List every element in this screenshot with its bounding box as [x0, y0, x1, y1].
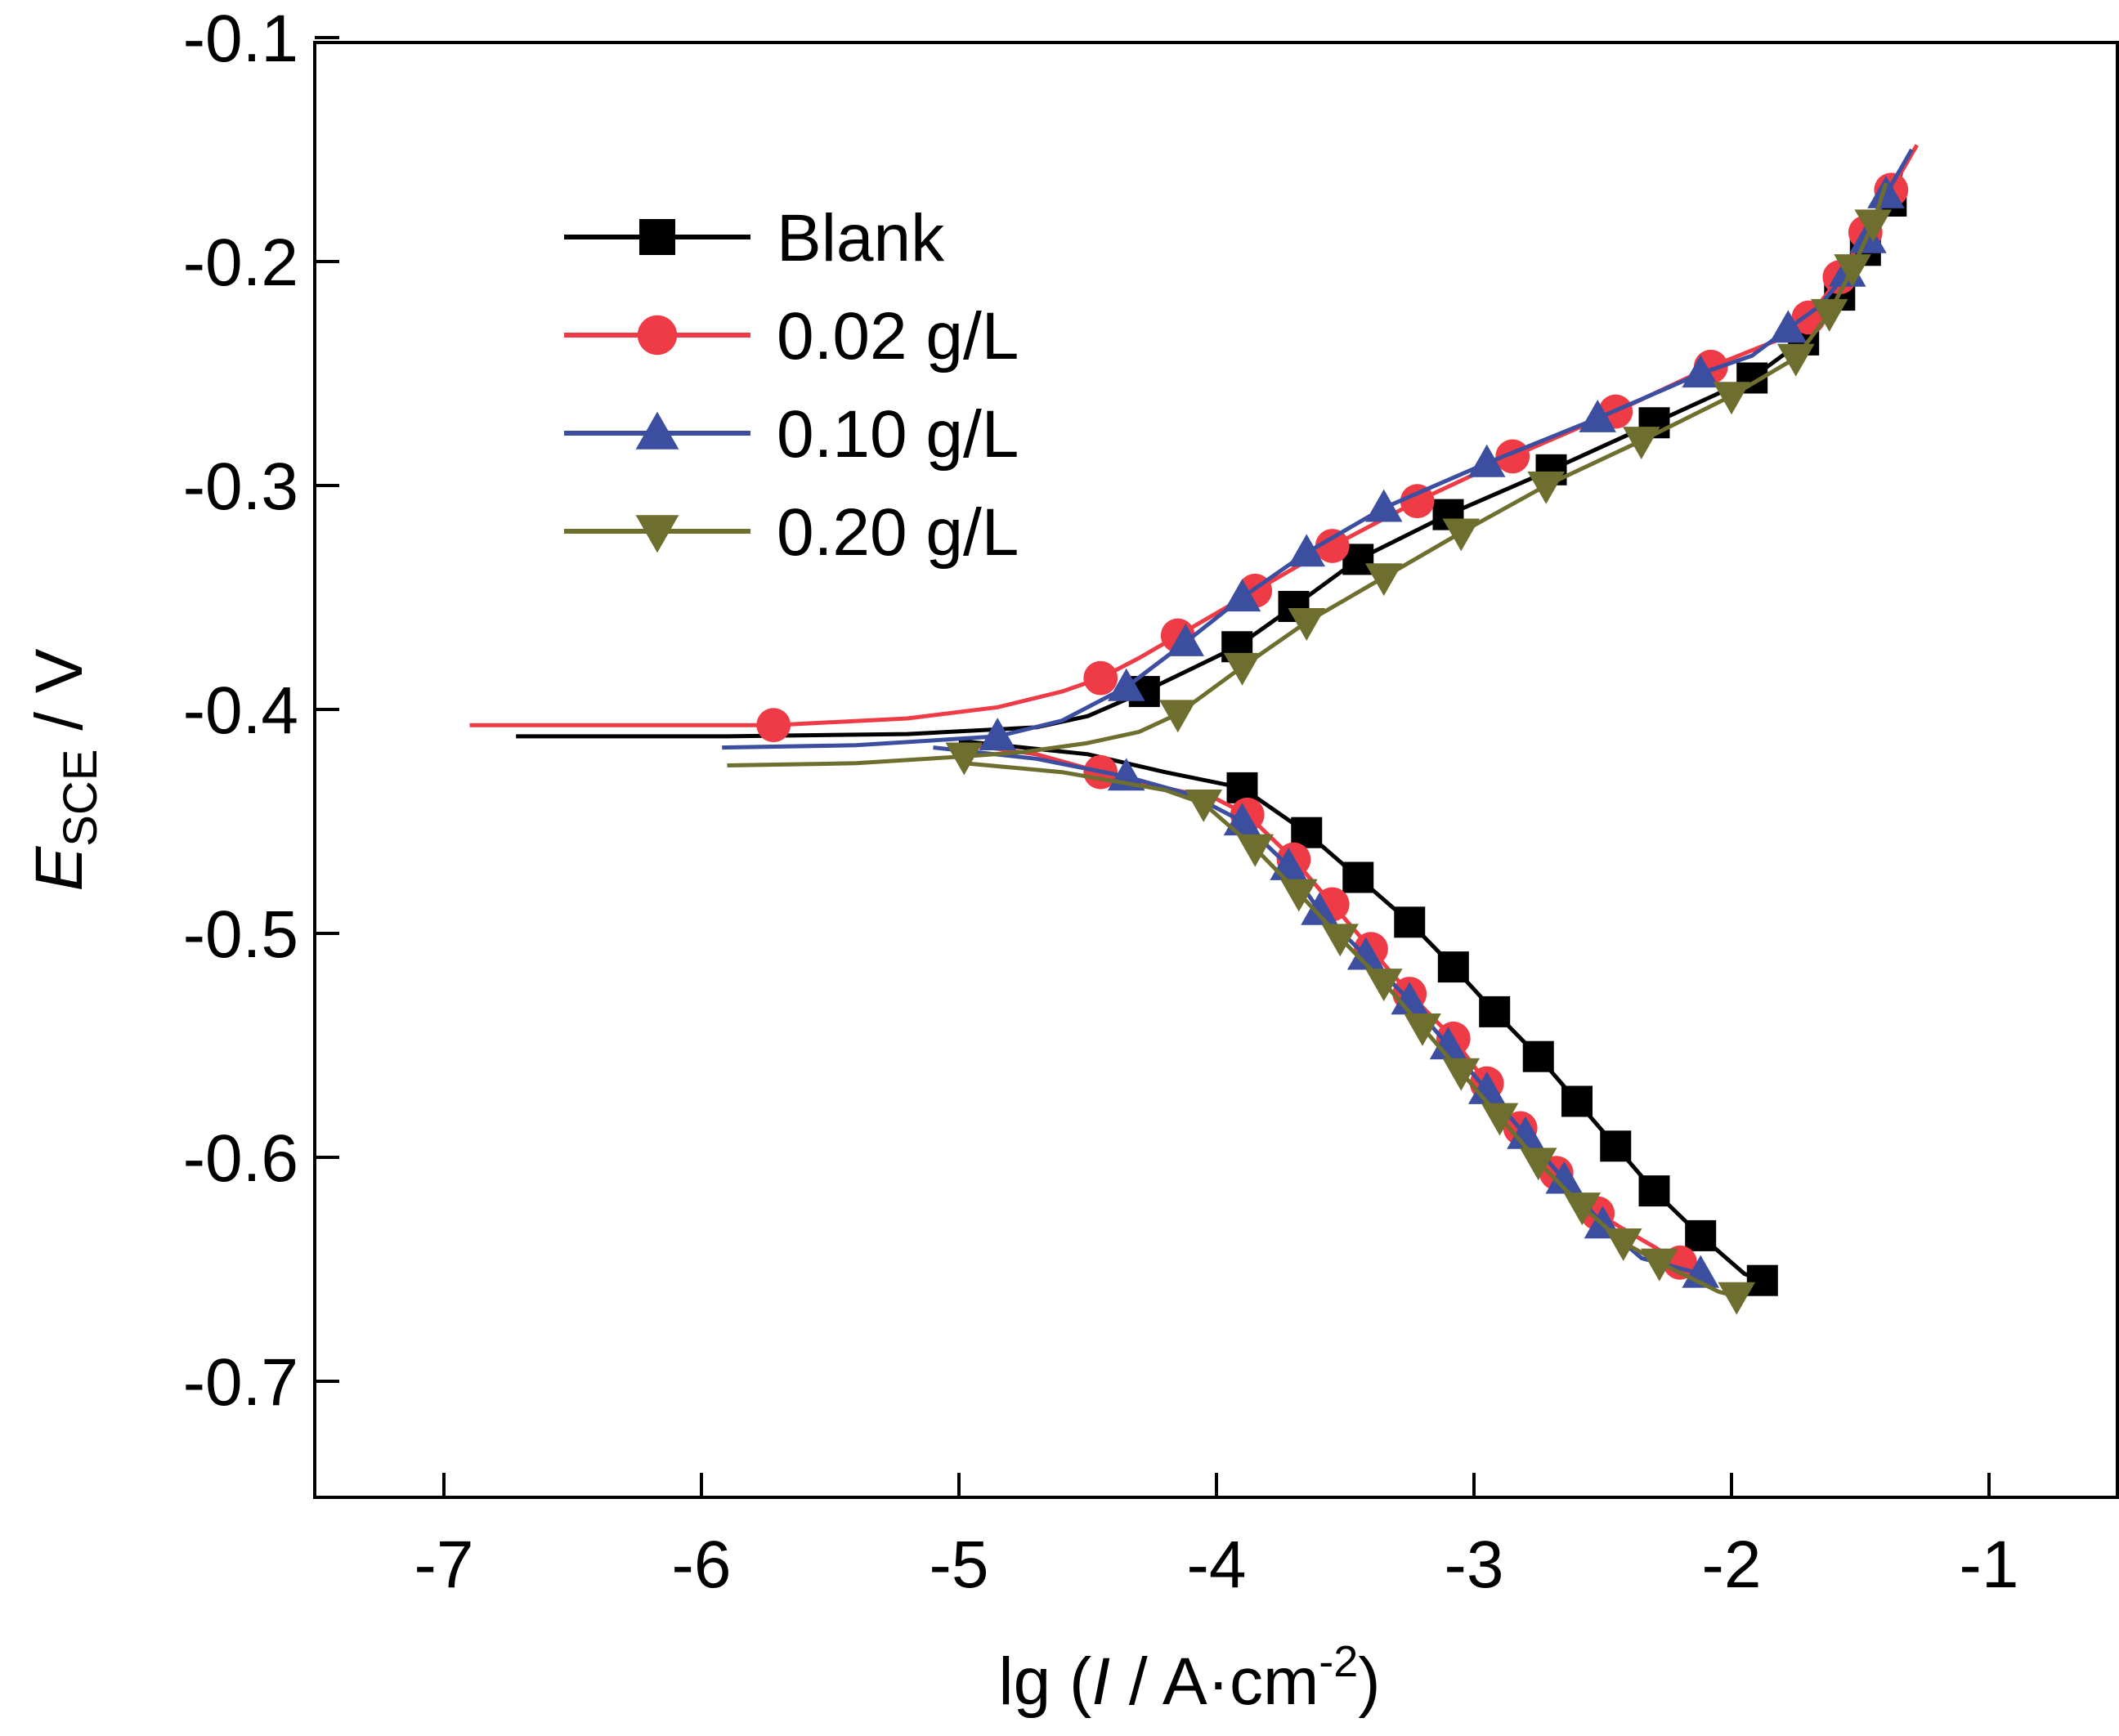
data-point [1185, 789, 1223, 822]
data-point [1236, 834, 1275, 867]
cathodic-branch-line [964, 761, 1737, 1299]
data-point [1346, 937, 1385, 970]
x-tick-label: -4 [1187, 1528, 1247, 1602]
legend-label: 0.20 g/L [777, 495, 1019, 570]
legend-label: Blank [777, 201, 945, 275]
x-tick-label: -5 [930, 1528, 989, 1602]
x-tick-label: -6 [672, 1528, 732, 1602]
y-tick-label: -0.6 [183, 1121, 298, 1196]
anodic-branch-line [516, 171, 1904, 739]
y-tick-label: -0.7 [183, 1345, 298, 1420]
x-axis-title: lg (I / A·cm-2) [998, 1637, 1380, 1719]
data-point [1638, 1175, 1670, 1207]
data-point [1288, 608, 1326, 641]
data-point [1400, 484, 1435, 519]
y-axis: -0.1 -0.2 -0.3 -0.4 -0.5 -0.6 -0.7 [183, 2, 339, 1420]
y-axis-title: ESCE / V [22, 648, 107, 891]
data-point [945, 742, 983, 776]
data-point [1481, 1103, 1519, 1136]
data-point [1223, 579, 1261, 612]
data-point [1527, 471, 1565, 504]
legend-item: 0.20 g/L [564, 495, 1019, 570]
data-point [1522, 1040, 1554, 1072]
data-point [635, 411, 679, 450]
data-point [1685, 1219, 1717, 1251]
data-point [1563, 1192, 1602, 1226]
data-point [979, 718, 1017, 750]
data-point [635, 515, 679, 553]
data-point [1223, 652, 1261, 686]
data-point [1713, 382, 1750, 415]
legend-item: Blank [564, 201, 945, 275]
data-point [1404, 1013, 1441, 1046]
data-point [1746, 1264, 1778, 1296]
data-point [1288, 534, 1326, 567]
data-point [1479, 996, 1511, 1027]
data-point [1167, 624, 1204, 656]
legend-label: 0.02 g/L [777, 299, 1019, 374]
y-tick-label: -0.5 [183, 897, 298, 972]
x-tick-label: -2 [1702, 1528, 1762, 1602]
data-point [1867, 176, 1905, 208]
data-point [1391, 982, 1429, 1015]
x-tick-label: -7 [414, 1528, 474, 1602]
x-tick-label: -1 [1960, 1528, 2019, 1602]
data-point [1429, 1027, 1467, 1060]
data-point [1342, 861, 1374, 893]
data-point [637, 315, 678, 356]
x-axis: -7 -6 -5 -4 -3 -2 -1 [414, 1473, 2019, 1602]
series [516, 171, 1907, 1296]
data-point [1600, 1130, 1632, 1162]
data-point [1467, 444, 1506, 477]
data-point [1321, 924, 1359, 957]
data-point [1579, 400, 1616, 432]
y-tick-label: -0.2 [183, 226, 298, 300]
data-point [1718, 1282, 1756, 1315]
data-point [1226, 772, 1258, 803]
data-point [1437, 951, 1469, 983]
y-tick-label: -0.1 [183, 2, 298, 76]
y-tick-label: -0.3 [183, 450, 298, 524]
data-point [1280, 879, 1318, 912]
data-point [1083, 660, 1118, 696]
plot-area [469, 144, 1919, 1315]
legend-item: 0.02 g/L [564, 299, 1019, 374]
data-point [1545, 1161, 1584, 1194]
series [727, 182, 1893, 1315]
data-point [1364, 489, 1403, 522]
y-tick-label: -0.4 [183, 673, 298, 748]
data-point [1561, 1085, 1593, 1117]
data-point [1364, 969, 1403, 1002]
data-point [1854, 209, 1893, 243]
data-point [1364, 563, 1403, 597]
data-point [1107, 668, 1145, 701]
x-tick-label: -3 [1445, 1528, 1504, 1602]
data-point [1776, 343, 1815, 377]
data-point [1834, 254, 1871, 288]
series [469, 144, 1919, 1280]
data-point [1622, 427, 1660, 459]
data-point [1467, 1072, 1506, 1104]
legend-label: 0.10 g/L [777, 397, 1019, 472]
data-point [1301, 892, 1338, 925]
data-point [1641, 1248, 1678, 1282]
data-point [756, 708, 791, 743]
data-point [1394, 906, 1426, 938]
data-point [1519, 1148, 1557, 1181]
data-point [1507, 1116, 1544, 1149]
data-point [1682, 355, 1719, 388]
data-point [1769, 310, 1808, 343]
data-point [1315, 529, 1350, 563]
data-point [1604, 1228, 1642, 1261]
data-point [1158, 700, 1197, 733]
data-point [1810, 298, 1848, 332]
legend: Blank 0.02 g/L 0.10 g/L 0.20 g/L [564, 201, 1019, 570]
legend-item: 0.10 g/L [564, 397, 1019, 472]
data-point [1442, 518, 1481, 552]
data-point [639, 219, 675, 255]
data-point [1442, 1058, 1481, 1091]
